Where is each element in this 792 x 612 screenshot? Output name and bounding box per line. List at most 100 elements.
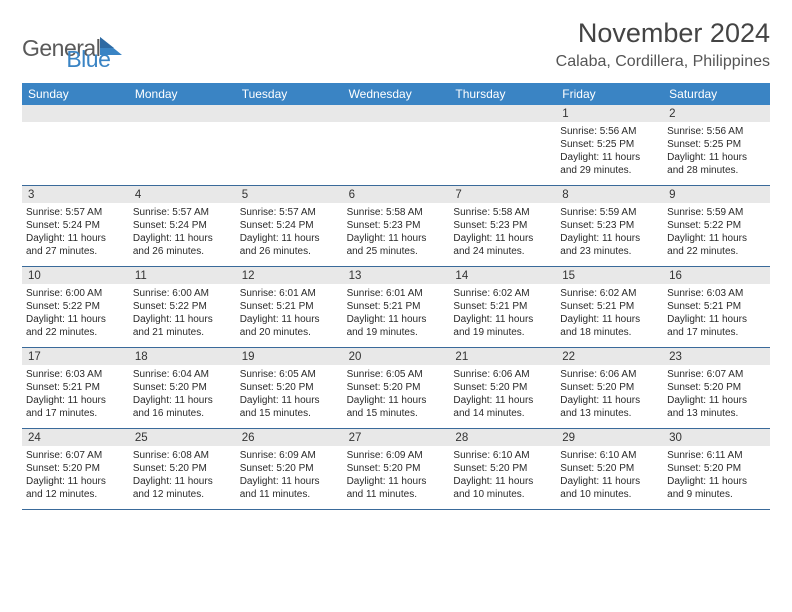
day-number: 20 [343,348,450,365]
sunset-text: Sunset: 5:20 PM [453,381,552,394]
daylight-text: Daylight: 11 hours and 15 minutes. [347,394,446,420]
daylight-text: Daylight: 11 hours and 26 minutes. [133,232,232,258]
day-number: 26 [236,429,343,446]
day-number: 24 [22,429,129,446]
sunrise-text: Sunrise: 5:57 AM [26,206,125,219]
daylight-text: Daylight: 11 hours and 16 minutes. [133,394,232,420]
day-cell: 15Sunrise: 6:02 AMSunset: 5:21 PMDayligh… [556,267,663,347]
day-number-empty [22,105,129,122]
sunset-text: Sunset: 5:20 PM [560,462,659,475]
sunrise-text: Sunrise: 6:02 AM [560,287,659,300]
weekday-header: Monday [129,83,236,105]
day-cell: 8Sunrise: 5:59 AMSunset: 5:23 PMDaylight… [556,186,663,266]
location-subtitle: Calaba, Cordillera, Philippines [556,53,770,71]
sunset-text: Sunset: 5:21 PM [560,300,659,313]
sunset-text: Sunset: 5:22 PM [667,219,766,232]
sunrise-text: Sunrise: 6:01 AM [347,287,446,300]
day-cell: 6Sunrise: 5:58 AMSunset: 5:23 PMDaylight… [343,186,450,266]
sunset-text: Sunset: 5:20 PM [667,462,766,475]
day-number: 2 [663,105,770,122]
sunrise-text: Sunrise: 5:59 AM [560,206,659,219]
daylight-text: Daylight: 11 hours and 28 minutes. [667,151,766,177]
sunrise-text: Sunrise: 5:58 AM [347,206,446,219]
day-number: 14 [449,267,556,284]
day-cell: 3Sunrise: 5:57 AMSunset: 5:24 PMDaylight… [22,186,129,266]
day-number: 12 [236,267,343,284]
sunrise-text: Sunrise: 6:07 AM [667,368,766,381]
day-number: 8 [556,186,663,203]
daylight-text: Daylight: 11 hours and 14 minutes. [453,394,552,420]
daylight-text: Daylight: 11 hours and 21 minutes. [133,313,232,339]
sunset-text: Sunset: 5:21 PM [453,300,552,313]
day-cell [449,105,556,185]
day-number: 18 [129,348,236,365]
day-number: 22 [556,348,663,365]
daylight-text: Daylight: 11 hours and 29 minutes. [560,151,659,177]
sunset-text: Sunset: 5:20 PM [347,381,446,394]
day-number: 6 [343,186,450,203]
sunset-text: Sunset: 5:25 PM [667,138,766,151]
day-number-empty [343,105,450,122]
sunset-text: Sunset: 5:20 PM [347,462,446,475]
day-cell: 12Sunrise: 6:01 AMSunset: 5:21 PMDayligh… [236,267,343,347]
day-number: 29 [556,429,663,446]
day-cell: 23Sunrise: 6:07 AMSunset: 5:20 PMDayligh… [663,348,770,428]
day-number-empty [236,105,343,122]
sunrise-text: Sunrise: 5:57 AM [133,206,232,219]
day-cell: 10Sunrise: 6:00 AMSunset: 5:22 PMDayligh… [22,267,129,347]
weekday-header: Friday [556,83,663,105]
sunrise-text: Sunrise: 6:05 AM [240,368,339,381]
daylight-text: Daylight: 11 hours and 12 minutes. [133,475,232,501]
day-cell [343,105,450,185]
day-number: 25 [129,429,236,446]
daylight-text: Daylight: 11 hours and 17 minutes. [667,313,766,339]
day-cell: 7Sunrise: 5:58 AMSunset: 5:23 PMDaylight… [449,186,556,266]
sunrise-text: Sunrise: 5:58 AM [453,206,552,219]
day-number: 27 [343,429,450,446]
day-cell: 16Sunrise: 6:03 AMSunset: 5:21 PMDayligh… [663,267,770,347]
week-row: 17Sunrise: 6:03 AMSunset: 5:21 PMDayligh… [22,348,770,429]
day-number: 16 [663,267,770,284]
title-block: November 2024 Calaba, Cordillera, Philip… [556,18,770,71]
sunset-text: Sunset: 5:21 PM [667,300,766,313]
daylight-text: Daylight: 11 hours and 11 minutes. [240,475,339,501]
day-cell: 20Sunrise: 6:05 AMSunset: 5:20 PMDayligh… [343,348,450,428]
daylight-text: Daylight: 11 hours and 13 minutes. [560,394,659,420]
sunset-text: Sunset: 5:20 PM [560,381,659,394]
daylight-text: Daylight: 11 hours and 11 minutes. [347,475,446,501]
day-cell: 22Sunrise: 6:06 AMSunset: 5:20 PMDayligh… [556,348,663,428]
sunrise-text: Sunrise: 6:02 AM [453,287,552,300]
sunrise-text: Sunrise: 6:00 AM [133,287,232,300]
sunrise-text: Sunrise: 6:08 AM [133,449,232,462]
week-row: 24Sunrise: 6:07 AMSunset: 5:20 PMDayligh… [22,429,770,510]
day-cell: 26Sunrise: 6:09 AMSunset: 5:20 PMDayligh… [236,429,343,509]
weekday-header-row: Sunday Monday Tuesday Wednesday Thursday… [22,83,770,105]
day-number: 1 [556,105,663,122]
day-number: 21 [449,348,556,365]
day-cell: 4Sunrise: 5:57 AMSunset: 5:24 PMDaylight… [129,186,236,266]
sunrise-text: Sunrise: 6:10 AM [560,449,659,462]
daylight-text: Daylight: 11 hours and 23 minutes. [560,232,659,258]
sunset-text: Sunset: 5:24 PM [240,219,339,232]
day-cell: 2Sunrise: 5:56 AMSunset: 5:25 PMDaylight… [663,105,770,185]
day-number: 9 [663,186,770,203]
day-number: 4 [129,186,236,203]
weekday-header: Thursday [449,83,556,105]
week-row: 10Sunrise: 6:00 AMSunset: 5:22 PMDayligh… [22,267,770,348]
sunrise-text: Sunrise: 6:09 AM [240,449,339,462]
sunset-text: Sunset: 5:20 PM [240,381,339,394]
day-cell: 30Sunrise: 6:11 AMSunset: 5:20 PMDayligh… [663,429,770,509]
sunset-text: Sunset: 5:22 PM [26,300,125,313]
brand-word-2: Blue [66,46,110,73]
sunset-text: Sunset: 5:22 PM [133,300,232,313]
day-cell: 17Sunrise: 6:03 AMSunset: 5:21 PMDayligh… [22,348,129,428]
day-number: 17 [22,348,129,365]
day-cell: 19Sunrise: 6:05 AMSunset: 5:20 PMDayligh… [236,348,343,428]
day-cell: 27Sunrise: 6:09 AMSunset: 5:20 PMDayligh… [343,429,450,509]
daylight-text: Daylight: 11 hours and 10 minutes. [453,475,552,501]
daylight-text: Daylight: 11 hours and 24 minutes. [453,232,552,258]
weekday-header: Sunday [22,83,129,105]
sunset-text: Sunset: 5:20 PM [133,462,232,475]
day-number: 23 [663,348,770,365]
day-number: 13 [343,267,450,284]
